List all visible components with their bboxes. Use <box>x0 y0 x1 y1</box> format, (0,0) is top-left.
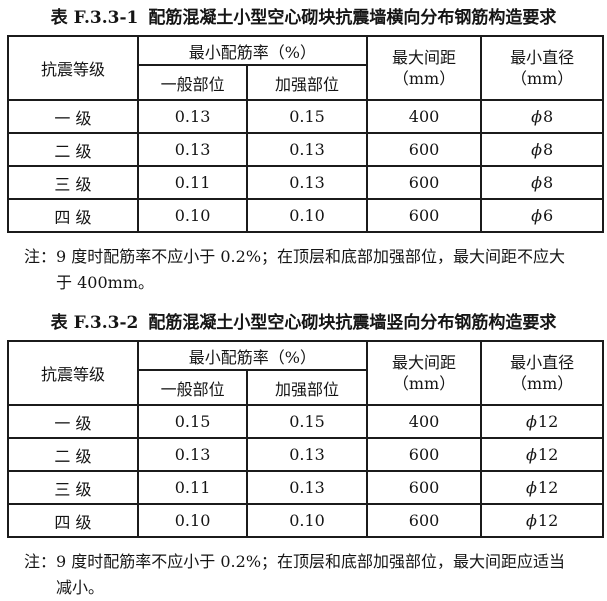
table2-header-row-2: 一般部位 加强部位 <box>8 369 603 406</box>
table1-general-2: 0.13 <box>136 132 249 167</box>
table1-diameter-1: ϕ8 <box>480 99 604 134</box>
table2-general-2: 0.13 <box>136 437 249 472</box>
table1-note-body: 9 度时配筋率不应小于 0.2%；在顶层和底部加强部位，最大间距不应大 于 40… <box>56 247 566 292</box>
table2-header-seismic-grade: 抗震等级 <box>7 340 139 406</box>
phi-symbol: ϕ <box>531 173 542 192</box>
table2-diameter-3: ϕ12 <box>480 470 604 505</box>
table1-header-general-part: 一般部位 <box>136 64 249 101</box>
table2-vertical-rebar-requirements: 抗震等级 最小配筋率（%） 最大间距 （mm） 最小直径 （mm） 一般部位 加… <box>7 340 604 538</box>
table1-strengthened-4: 0.10 <box>246 198 368 233</box>
table1-spacing-4: 600 <box>365 198 483 233</box>
table1-grade-3: 三 级 <box>7 165 139 200</box>
section-divider-gap <box>4 296 603 310</box>
table-row: 二 级 0.13 0.13 600 ϕ8 <box>7 132 604 167</box>
table-row: 三 级 0.11 0.13 600 ϕ8 <box>7 165 604 200</box>
table2-strengthened-4: 0.10 <box>246 503 368 538</box>
table1-note-label: 注： <box>24 247 57 266</box>
table2-grade-3: 三 级 <box>7 470 139 505</box>
table2-grade-4: 四 级 <box>7 503 139 538</box>
table1-spacing-2: 600 <box>365 132 483 167</box>
table1-header-max-spacing: 最大间距 （mm） <box>365 35 483 101</box>
table1-strengthened-2: 0.13 <box>246 132 368 167</box>
table2-grade-2: 二 级 <box>7 437 139 472</box>
table-row: 三 级 0.11 0.13 600 ϕ12 <box>7 470 604 505</box>
table2-title-text: 配筋混凝土小型空心砌块抗震墙竖向分布钢筋构造要求 <box>148 313 557 333</box>
table2-spacing-4: 600 <box>365 503 483 538</box>
table2-diameter-4: ϕ12 <box>480 503 604 538</box>
table2-general-3: 0.11 <box>136 470 249 505</box>
table2-header-strengthened-part: 加强部位 <box>246 369 368 406</box>
table2-spacing-1: 400 <box>365 404 483 439</box>
table1-general-1: 0.13 <box>136 99 249 134</box>
table1-header-seismic-grade: 抗震等级 <box>7 35 139 101</box>
table-row: 四 级 0.10 0.10 600 ϕ6 <box>7 198 604 233</box>
table1-header-row-2: 一般部位 加强部位 <box>8 64 603 101</box>
phi-symbol: ϕ <box>531 206 542 225</box>
table1-diameter-2: ϕ8 <box>480 132 604 167</box>
table1-horizontal-rebar-requirements: 抗震等级 最小配筋率（%） 最大间距 （mm） 最小直径 （mm） 一般部位 加… <box>7 35 604 233</box>
table2-grade-1: 一 级 <box>7 404 139 439</box>
table1-header-min-diameter: 最小直径 （mm） <box>480 35 604 101</box>
phi-symbol: ϕ <box>526 445 537 464</box>
phi-symbol: ϕ <box>526 412 537 431</box>
table2-note-label: 注： <box>24 552 57 571</box>
table1-header-strengthened-part: 加强部位 <box>246 64 368 101</box>
table1-grade-4: 四 级 <box>7 198 139 233</box>
table2-strengthened-2: 0.13 <box>246 437 368 472</box>
table2-strengthened-1: 0.15 <box>246 404 368 439</box>
table1-general-4: 0.10 <box>136 198 249 233</box>
table2-spacing-2: 600 <box>365 437 483 472</box>
table2-note: 注： 9 度时配筋率不应小于 0.2%；在顶层和底部加强部位，最大间距应适当 减… <box>24 549 603 601</box>
table2-strengthened-3: 0.13 <box>246 470 368 505</box>
table1-spacing-3: 600 <box>365 165 483 200</box>
table-row: 一 级 0.15 0.15 400 ϕ12 <box>7 404 604 439</box>
table2-spacing-3: 600 <box>365 470 483 505</box>
table1-note: 注： 9 度时配筋率不应小于 0.2%；在顶层和底部加强部位，最大间距不应大 于… <box>24 244 603 296</box>
table2-diameter-1: ϕ12 <box>480 404 604 439</box>
table2-header-general-part: 一般部位 <box>136 369 249 406</box>
table-row: 二 级 0.13 0.13 600 ϕ12 <box>7 437 604 472</box>
table1-header-row-1: 抗震等级 最小配筋率（%） 最大间距 （mm） 最小直径 （mm） <box>7 35 604 101</box>
table2-header-max-spacing: 最大间距 （mm） <box>365 340 483 406</box>
table1-header-min-ratio-group: 最小配筋率（%） <box>136 35 368 66</box>
phi-symbol: ϕ <box>526 478 537 497</box>
table2-header-min-ratio-group: 最小配筋率（%） <box>136 340 368 371</box>
table1-title-text: 配筋混凝土小型空心砌块抗震墙横向分布钢筋构造要求 <box>148 8 557 28</box>
phi-symbol: ϕ <box>531 140 542 159</box>
table1-strengthened-3: 0.13 <box>246 165 368 200</box>
table1-grade-2: 二 级 <box>7 132 139 167</box>
table2-general-1: 0.15 <box>136 404 249 439</box>
table1-diameter-4: ϕ6 <box>480 198 604 233</box>
table1-diameter-3: ϕ8 <box>480 165 604 200</box>
table1-title: 表 F.3.3-1 配筋混凝土小型空心砌块抗震墙横向分布钢筋构造要求 <box>4 7 603 29</box>
table2-title-number: 表 F.3.3-2 <box>50 313 139 333</box>
phi-symbol: ϕ <box>526 511 537 530</box>
table1-strengthened-1: 0.15 <box>246 99 368 134</box>
table1-title-number: 表 F.3.3-1 <box>50 8 139 28</box>
table2-diameter-2: ϕ12 <box>480 437 604 472</box>
table2-header-min-diameter: 最小直径 （mm） <box>480 340 604 406</box>
table2-title: 表 F.3.3-2 配筋混凝土小型空心砌块抗震墙竖向分布钢筋构造要求 <box>4 312 603 334</box>
table1-general-3: 0.11 <box>136 165 249 200</box>
table2-header-row-1: 抗震等级 最小配筋率（%） 最大间距 （mm） 最小直径 （mm） <box>7 340 604 406</box>
table2-general-4: 0.10 <box>136 503 249 538</box>
phi-symbol: ϕ <box>531 107 542 126</box>
table-row: 四 级 0.10 0.10 600 ϕ12 <box>7 503 604 538</box>
table1-spacing-1: 400 <box>365 99 483 134</box>
table2-note-body: 9 度时配筋率不应小于 0.2%；在顶层和底部加强部位，最大间距应适当 减小。 <box>56 552 566 597</box>
table-row: 一 级 0.13 0.15 400 ϕ8 <box>7 99 604 134</box>
table1-grade-1: 一 级 <box>7 99 139 134</box>
